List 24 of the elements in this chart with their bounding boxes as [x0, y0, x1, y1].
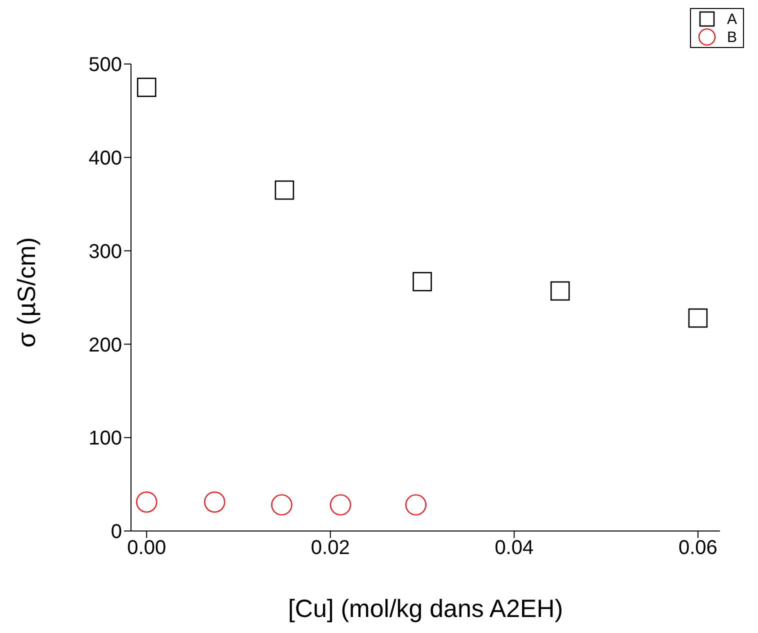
y-axis-title: σ (µS/cm): [12, 237, 41, 348]
y-tick-label: 300: [88, 240, 122, 263]
point: [688, 308, 708, 328]
point: [412, 272, 432, 292]
y-tick-label: 400: [88, 148, 122, 170]
point: [271, 494, 292, 516]
point: [136, 491, 158, 513]
y-tick-label: 0: [110, 521, 122, 544]
legend-label: A: [726, 10, 737, 28]
y-tick-label: 100: [88, 428, 122, 450]
point: [405, 494, 426, 516]
legend-label: B: [726, 28, 737, 46]
point: [550, 281, 570, 301]
x-tick-label: 0.00: [127, 537, 166, 560]
x-axis-title: [Cu] (mol/kg dans A2EH): [288, 595, 564, 623]
x-tick-label: 0.02: [310, 537, 350, 560]
point: [204, 491, 226, 513]
point: [274, 180, 294, 200]
x-tick-label: 0.06: [678, 537, 718, 560]
x-tick-label: 0.04: [494, 537, 534, 560]
point: [136, 78, 156, 97]
point: [330, 494, 352, 516]
y-tick-label: 200: [88, 334, 122, 356]
y-tick-label: 500: [88, 54, 122, 76]
